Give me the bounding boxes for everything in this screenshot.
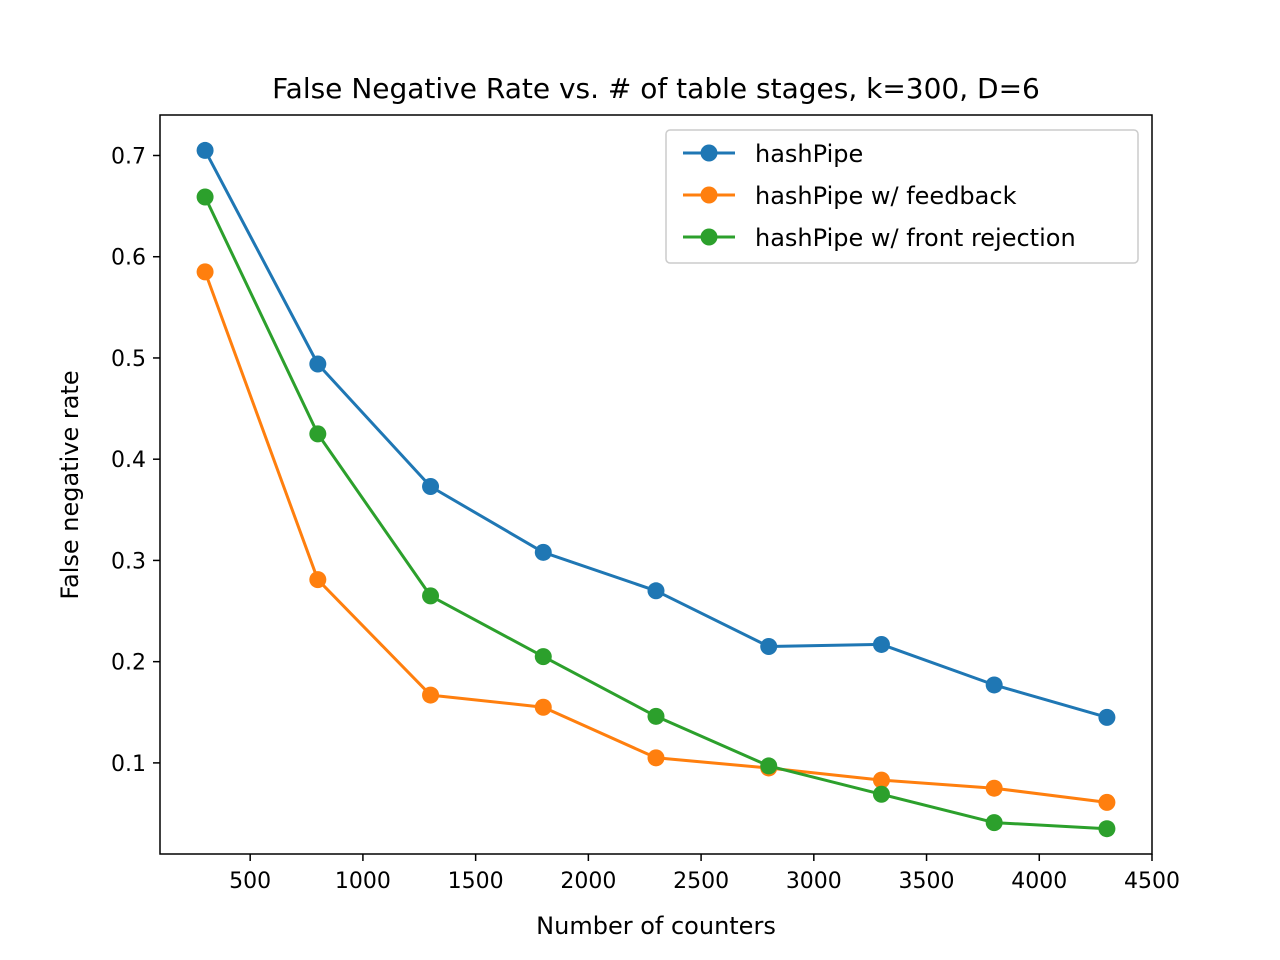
data-point-hashpipe (309, 355, 327, 373)
y-tick-label: 0.4 (111, 448, 146, 473)
y-axis-label: False negative rate (56, 370, 84, 599)
legend-marker (700, 228, 718, 246)
series-hashpipe-w-feedback (196, 263, 1116, 811)
data-point-hashpipe-w-feedback (196, 263, 214, 281)
data-point-hashpipe-w-front-rejection (985, 814, 1003, 832)
legend-marker (700, 144, 718, 162)
data-point-hashpipe-w-front-rejection (196, 188, 214, 206)
data-point-hashpipe-w-front-rejection (760, 757, 778, 775)
series-hashpipe (196, 141, 1116, 726)
y-tick-label: 0.7 (111, 144, 146, 169)
x-tick-label: 4500 (1124, 869, 1180, 894)
chart-title: False Negative Rate vs. # of table stage… (272, 72, 1040, 105)
legend-item-hashpipe: hashPipe (683, 140, 863, 168)
legend-label: hashPipe w/ feedback (755, 182, 1017, 210)
legend-label: hashPipe w/ front rejection (755, 224, 1076, 252)
series-line-hashpipe-w-front-rejection (203, 196, 1107, 831)
data-point-hashpipe (647, 582, 665, 600)
data-point-hashpipe-w-front-rejection (422, 587, 440, 605)
x-axis: 500 1000 1500 2000 2500 3000 3500 4000 4500 (229, 854, 1180, 894)
y-tick-label: 0.5 (111, 347, 146, 372)
y-tick-label: 0.1 (111, 752, 146, 777)
x-tick-label: 4000 (1011, 869, 1067, 894)
legend-item-hashpipe-w-front-rejection: hashPipe w/ front rejection (683, 224, 1076, 252)
data-point-hashpipe-w-front-rejection (647, 707, 665, 725)
data-point-hashpipe-w-feedback (872, 771, 890, 789)
data-point-hashpipe (1098, 708, 1116, 726)
data-point-hashpipe-w-front-rejection (534, 648, 552, 666)
data-point-hashpipe-w-feedback (309, 571, 327, 589)
y-tick-label: 0.3 (111, 549, 146, 574)
y-tick-label: 0.2 (111, 651, 146, 676)
data-point-hashpipe-w-feedback (422, 686, 440, 704)
data-point-hashpipe (534, 543, 552, 561)
y-tick-label: 0.6 (111, 246, 146, 271)
legend-item-hashpipe-w-feedback: hashPipe w/ feedback (683, 182, 1017, 210)
x-tick-label: 2000 (560, 869, 616, 894)
series-hashpipe-w-front-rejection (196, 188, 1116, 838)
x-tick-label: 1500 (448, 869, 504, 894)
data-point-hashpipe (422, 478, 440, 496)
x-tick-label: 500 (229, 869, 271, 894)
x-tick-label: 3500 (899, 869, 955, 894)
data-point-hashpipe (760, 637, 778, 655)
data-point-hashpipe-w-feedback (534, 698, 552, 716)
legend-label: hashPipe (755, 140, 863, 168)
data-point-hashpipe (985, 676, 1003, 694)
x-axis-label: Number of counters (536, 912, 776, 940)
data-point-hashpipe-w-feedback (985, 779, 1003, 797)
data-point-hashpipe (196, 141, 214, 159)
x-tick-label: 1000 (335, 869, 391, 894)
plot-frame (159, 114, 1153, 855)
data-point-hashpipe-w-feedback (1098, 793, 1116, 811)
x-tick-label: 3000 (786, 869, 842, 894)
plot-area (159, 114, 1153, 855)
data-point-hashpipe (872, 635, 890, 653)
data-point-hashpipe-w-front-rejection (309, 425, 327, 443)
legend: hashPipe hashPipe w/ feedback hashPipe w/ … (665, 129, 1139, 264)
legend-box (665, 129, 1139, 264)
legend-marker (700, 186, 718, 204)
data-point-hashpipe-w-front-rejection (872, 785, 890, 803)
y-axis: 0.1 0.2 0.3 0.4 0.5 0.6 0.7 (111, 144, 160, 777)
x-tick-label: 2500 (673, 869, 729, 894)
data-point-hashpipe-w-front-rejection (1098, 820, 1116, 838)
series-layer (196, 141, 1116, 838)
data-point-hashpipe-w-feedback (647, 749, 665, 767)
